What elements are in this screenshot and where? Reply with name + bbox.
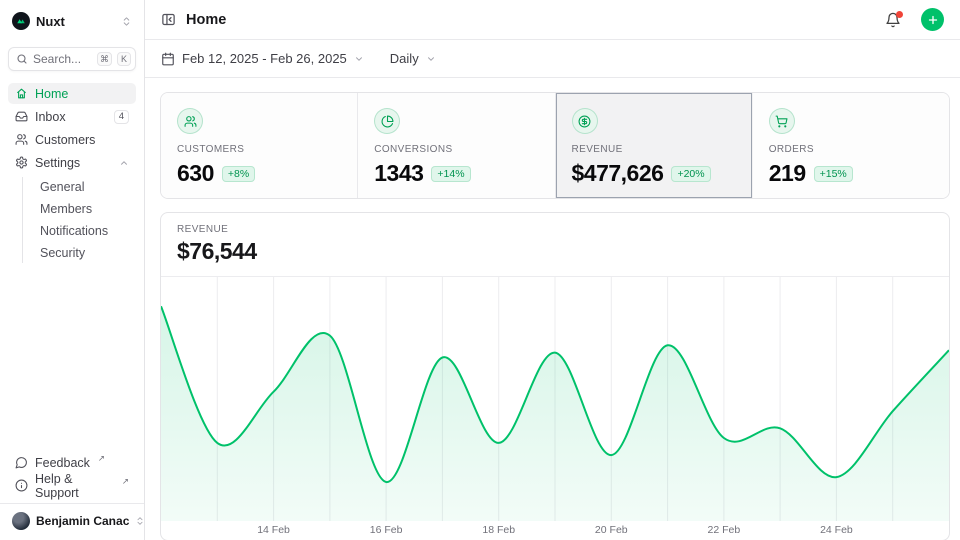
user-menu[interactable]: Benjamin Canac: [0, 503, 144, 532]
sidebar-item-label: Customers: [35, 133, 95, 147]
revenue-chart-card: REVENUE $76,544 14 Feb 16 Feb 18 Feb 20 Feb…: [160, 212, 950, 540]
sidebar-item-customers[interactable]: Customers: [8, 129, 136, 150]
collapse-sidebar-button[interactable]: [161, 12, 176, 27]
chevrons-up-down-icon: [135, 516, 145, 526]
stat-label: CUSTOMERS: [177, 144, 341, 155]
workspace-switcher[interactable]: Nuxt: [8, 10, 136, 32]
date-range-picker[interactable]: Feb 12, 2025 - Feb 26, 2025: [161, 51, 364, 66]
filters-toolbar: Feb 12, 2025 - Feb 26, 2025 Daily: [145, 40, 960, 78]
sidebar-item-inbox[interactable]: Inbox 4: [8, 106, 136, 127]
message-bubble-icon: [15, 456, 28, 469]
stat-value: 1343: [374, 160, 423, 187]
search-placeholder: Search...: [33, 52, 92, 66]
users-icon: [15, 133, 28, 146]
calendar-icon: [161, 52, 175, 66]
sidebar-item-security[interactable]: Security: [36, 243, 136, 263]
chevron-down-icon: [354, 54, 364, 64]
kbd-k: K: [117, 52, 131, 66]
sidebar-item-label: Settings: [35, 156, 80, 170]
nuxt-logo-icon: [12, 12, 30, 30]
top-header: Home: [145, 0, 960, 40]
chart-plot-area[interactable]: [161, 276, 949, 521]
help-support-label: Help & Support: [35, 472, 114, 500]
search-icon: [16, 53, 28, 65]
stat-delta-badge: +14%: [431, 166, 470, 182]
workspace-name: Nuxt: [36, 14, 115, 29]
gear-icon: [15, 156, 28, 169]
stat-label: REVENUE: [572, 144, 736, 155]
x-axis: 14 Feb 16 Feb 18 Feb 20 Feb 22 Feb 24 Feb: [161, 521, 949, 540]
sidebar-item-notifications[interactable]: Notifications: [36, 221, 136, 241]
add-button[interactable]: [921, 8, 944, 31]
x-tick-label: 18 Feb: [482, 524, 515, 536]
stat-card-orders[interactable]: ORDERS 219 +15%: [753, 93, 949, 198]
info-circle-icon: [15, 479, 28, 492]
users-icon: [177, 108, 203, 134]
inbox-count-badge: 4: [114, 110, 129, 124]
sidebar-item-label: Home: [35, 87, 68, 101]
search-input[interactable]: Search... ⌘ K: [8, 47, 136, 71]
x-tick-label: 24 Feb: [820, 524, 853, 536]
shopping-cart-icon: [769, 108, 795, 134]
stat-label: CONVERSIONS: [374, 144, 538, 155]
x-tick-label: 16 Feb: [370, 524, 403, 536]
x-tick-label: 20 Feb: [595, 524, 628, 536]
user-name: Benjamin Canac: [36, 514, 129, 528]
inbox-icon: [15, 110, 28, 123]
stat-value: 219: [769, 160, 806, 187]
date-range-label: Feb 12, 2025 - Feb 26, 2025: [182, 51, 347, 66]
sidebar-footer-links: Feedback ↗ Help & Support ↗: [8, 452, 136, 496]
external-link-icon: ↗: [122, 476, 129, 487]
page-title: Home: [186, 12, 875, 28]
x-tick-label: 14 Feb: [257, 524, 290, 536]
chevron-up-icon: [119, 158, 129, 168]
sidebar-item-general[interactable]: General: [36, 177, 136, 197]
chart-title: REVENUE: [177, 224, 933, 235]
period-label: Daily: [390, 51, 419, 66]
dashboard-app: Nuxt Search... ⌘ K Home: [0, 0, 960, 540]
dollar-circle-icon: [572, 108, 598, 134]
revenue-area-chart: [161, 277, 949, 521]
sidebar: Nuxt Search... ⌘ K Home: [0, 0, 145, 540]
sidebar-item-home[interactable]: Home: [8, 83, 136, 104]
stat-value: $477,626: [572, 160, 664, 187]
chart-total-value: $76,544: [177, 238, 933, 265]
chevron-down-icon: [426, 54, 436, 64]
chevrons-up-down-icon: [121, 16, 132, 27]
dashboard-content: CUSTOMERS 630 +8% CONVERSIONS 1343 +14%: [145, 78, 960, 540]
plus-icon: [927, 14, 939, 26]
pie-chart-icon: [374, 108, 400, 134]
notification-dot: [896, 11, 903, 18]
help-support-link[interactable]: Help & Support ↗: [8, 475, 136, 496]
stat-label: ORDERS: [769, 144, 933, 155]
stat-delta-badge: +8%: [222, 166, 255, 182]
sidebar-item-label: Inbox: [35, 110, 66, 124]
x-tick-label: 22 Feb: [707, 524, 740, 536]
stat-card-conversions[interactable]: CONVERSIONS 1343 +14%: [358, 93, 555, 198]
external-link-icon: ↗: [98, 453, 105, 464]
sidebar-nav: Home Inbox 4 Customers Sett: [8, 83, 136, 263]
kbd-cmd: ⌘: [97, 52, 112, 66]
stat-delta-badge: +20%: [671, 166, 710, 182]
settings-subnav: General Members Notifications Security: [22, 177, 136, 263]
stat-delta-badge: +15%: [814, 166, 853, 182]
stat-card-revenue[interactable]: REVENUE $477,626 +20%: [556, 93, 753, 198]
sidebar-item-settings[interactable]: Settings: [8, 152, 136, 173]
user-avatar: [12, 512, 30, 530]
stat-value: 630: [177, 160, 214, 187]
feedback-label: Feedback: [35, 456, 90, 470]
sidebar-item-members[interactable]: Members: [36, 199, 136, 219]
stat-card-customers[interactable]: CUSTOMERS 630 +8%: [161, 93, 358, 198]
notifications-button[interactable]: [885, 12, 901, 28]
period-select[interactable]: Daily: [390, 51, 436, 66]
feedback-link[interactable]: Feedback ↗: [8, 452, 136, 473]
home-icon: [15, 87, 28, 100]
stats-row: CUSTOMERS 630 +8% CONVERSIONS 1343 +14%: [160, 92, 950, 199]
main-area: Home Feb 12, 2025 - Feb 26, 2025 Daily: [145, 0, 960, 540]
